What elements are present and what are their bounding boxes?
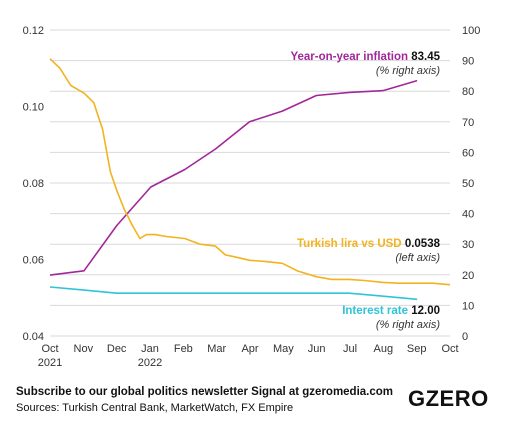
x-tick-label: Jul xyxy=(343,343,357,355)
x-tick-label: Jan xyxy=(141,343,159,355)
series-axis-note: (% right axis) xyxy=(376,65,441,77)
left-tick-label: 0.04 xyxy=(23,331,44,343)
x-tick-label: Aug xyxy=(374,343,394,355)
right-tick-label: 100 xyxy=(462,25,480,37)
series-line xyxy=(49,79,418,276)
left-tick-label: 0.12 xyxy=(23,25,44,37)
series-labels: Year-on-year inflation 83.45 (% right axi… xyxy=(290,51,440,331)
series-name: Turkish lira vs USD xyxy=(297,238,405,250)
sources-note: Sources: Turkish Central Bank, MarketWat… xyxy=(16,402,294,414)
x-tick-label: Oct xyxy=(41,343,58,355)
series-label: Year-on-year inflation 83.45 xyxy=(290,51,440,63)
chart: 0.04 0.06 0.08 0.10 0.12 0 10 20 30 40 50 60 70 80 90… xyxy=(23,25,481,369)
gridlines xyxy=(50,29,450,337)
series-name: Year-on-year inflation xyxy=(290,51,411,63)
series-axis-note: (% right axis) xyxy=(376,319,441,331)
x-tick-label: Jun xyxy=(308,343,326,355)
right-tick-label: 0 xyxy=(462,331,468,343)
x-tick-label: Dec xyxy=(107,343,127,355)
newsletter-note: Subscribe to our global politics newslet… xyxy=(16,386,394,398)
right-tick-label: 30 xyxy=(462,239,474,251)
right-tick-label: 20 xyxy=(462,270,474,282)
series-last-value: 12.00 xyxy=(411,305,440,317)
gzero-logo: GZERO xyxy=(408,386,489,411)
right-tick-label: 60 xyxy=(462,147,474,159)
right-tick-label: 50 xyxy=(462,178,474,190)
left-axis-ticks: 0.04 0.06 0.08 0.10 0.12 xyxy=(23,25,44,343)
left-tick-label: 0.10 xyxy=(23,102,44,114)
series-last-value: 0.0538 xyxy=(405,238,441,250)
x-tick-label: Feb xyxy=(174,343,193,355)
x-axis-ticks: Oct 2021 Nov Dec Jan 2022 Feb Mar Apr May Jun Jul Au… xyxy=(38,343,459,369)
right-axis-ticks: 0 10 20 30 40 50 60 70 80 90 100 xyxy=(462,25,480,343)
right-tick-label: 90 xyxy=(462,56,474,68)
x-tick-label: Apr xyxy=(241,343,258,355)
series-axis-note: (left axis) xyxy=(395,252,440,264)
series-label: Interest rate 12.00 xyxy=(342,305,440,317)
x-tick-year: 2022 xyxy=(138,357,162,369)
series-line xyxy=(49,286,418,301)
x-tick-year: 2021 xyxy=(38,357,62,369)
left-tick-label: 0.08 xyxy=(23,178,44,190)
left-tick-label: 0.06 xyxy=(23,255,44,267)
right-tick-label: 10 xyxy=(462,300,474,312)
series-last-value: 83.45 xyxy=(411,51,440,63)
x-tick-label: Sep xyxy=(407,343,427,355)
right-tick-label: 40 xyxy=(462,209,474,221)
series-name: Interest rate xyxy=(342,305,411,317)
series-label: Turkish lira vs USD 0.0538 xyxy=(297,238,441,250)
right-tick-label: 70 xyxy=(462,117,474,129)
x-tick-label: Nov xyxy=(74,343,94,355)
x-tick-label: Oct xyxy=(441,343,458,355)
x-tick-label: May xyxy=(273,343,294,355)
series-lines xyxy=(49,58,451,301)
x-tick-label: Mar xyxy=(207,343,226,355)
right-tick-label: 80 xyxy=(462,86,474,98)
series-line xyxy=(49,58,451,286)
